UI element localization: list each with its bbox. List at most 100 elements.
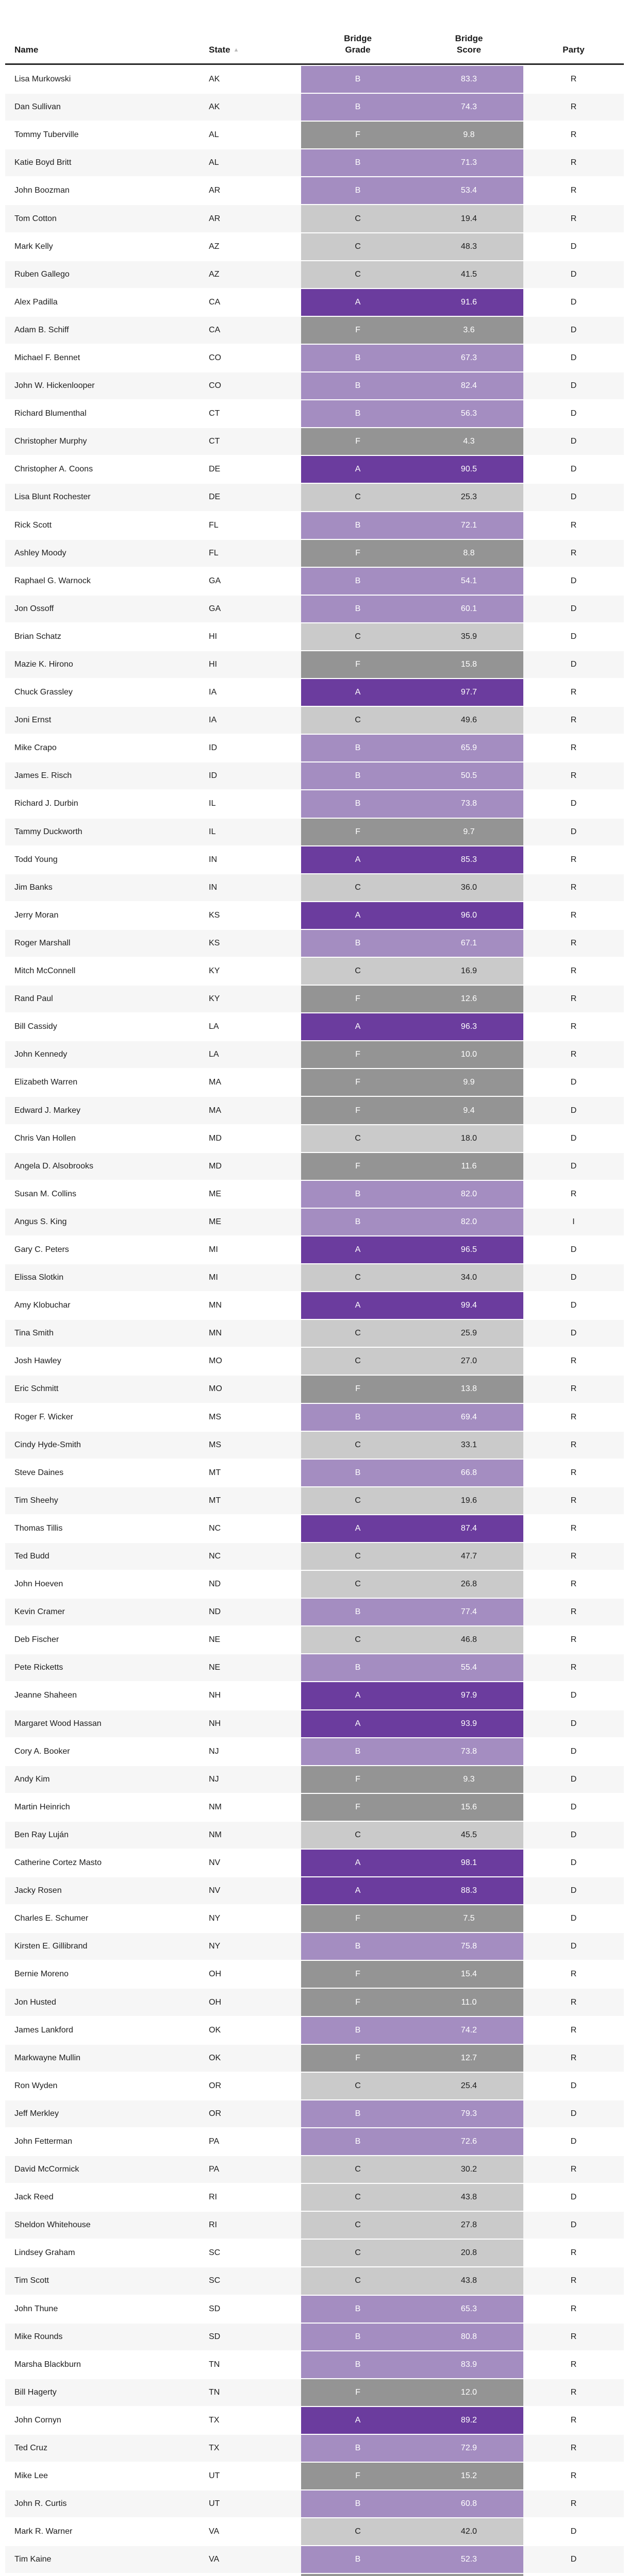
grade-cell: C: [301, 1821, 415, 1849]
state-cell: SD: [209, 2304, 221, 2313]
state-cell: FL: [209, 520, 219, 530]
table-row: Jerry Moran KS A 96.0 R: [5, 901, 624, 929]
state-cell: NH: [209, 1691, 221, 1700]
state-cell: KS: [209, 938, 220, 947]
grade-cell: B: [301, 1459, 415, 1486]
score-cell: 11.0: [415, 1989, 523, 2016]
party-cell: D: [570, 576, 577, 585]
table-row: John Kennedy LA F 10.0 R: [5, 1040, 624, 1069]
state-cell: MA: [209, 1106, 221, 1115]
table-row: Ashley Moody FL F 8.8 R: [5, 538, 624, 567]
name-cell: Tim Kaine: [14, 2555, 52, 2564]
table-row: Christopher Murphy CT F 4.3 D: [5, 427, 624, 455]
grade-cell: C: [301, 1487, 415, 1514]
grade-cell: C: [301, 1431, 415, 1459]
grade-cell: B: [301, 2100, 415, 2127]
name-cell: Andy Kim: [14, 1774, 50, 1784]
grade-cell: A: [301, 679, 415, 706]
grade-cell: A: [301, 1682, 415, 1709]
state-cell: LA: [209, 1022, 219, 1031]
table-row: John R. Curtis UT B 60.8 R: [5, 2489, 624, 2518]
state-cell: UT: [209, 2471, 220, 2481]
table-row: Thomas Tillis NC A 87.4 R: [5, 1514, 624, 1542]
score-cell: 73.8: [415, 1738, 523, 1765]
column-header-state[interactable]: State ▲: [209, 44, 301, 56]
name-cell: Pete Ricketts: [14, 1663, 63, 1672]
column-header-name[interactable]: Name: [5, 44, 209, 56]
grade-cell: B: [301, 735, 415, 762]
party-cell: D: [570, 1747, 577, 1756]
name-cell: Bernie Moreno: [14, 1970, 69, 1979]
grade-cell: B: [301, 2016, 415, 2044]
table-row: Jacky Rosen NV A 88.3 D: [5, 1876, 624, 1905]
name-cell: Cory A. Booker: [14, 1747, 70, 1756]
grade-cell: B: [301, 595, 415, 622]
table-body: Lisa Murkowski AK B 83.3 R Dan Sullivan AK B 74.…: [5, 65, 624, 2576]
table-row: Gary C. Peters MI A 96.5 D: [5, 1235, 624, 1264]
grade-cell: B: [301, 512, 415, 539]
party-cell: D: [570, 465, 577, 474]
state-cell: IA: [209, 716, 217, 725]
column-header-party[interactable]: Party: [523, 44, 624, 56]
score-cell: 98.1: [415, 1850, 523, 1877]
name-cell: Jim Banks: [14, 883, 53, 892]
table-row: Bernard SandersVTF6.2I: [5, 2573, 624, 2576]
state-cell: KY: [209, 994, 220, 1004]
grade-cell: F: [301, 1961, 415, 1988]
score-cell: 89.2: [415, 2406, 523, 2434]
state-cell: MS: [209, 1440, 221, 1449]
table-row: Jon Ossoff GA B 60.1 D: [5, 594, 624, 622]
name-cell: Eric Schmitt: [14, 1384, 59, 1394]
score-cell: 73.8: [415, 790, 523, 818]
score-cell: 4.3: [415, 428, 523, 455]
party-cell: D: [570, 660, 577, 669]
table-row: John Thune SD B 65.3 R: [5, 2294, 624, 2323]
grade-cell: F: [301, 986, 415, 1013]
column-header-label: Score: [456, 44, 482, 55]
name-cell: Jon Husted: [14, 1997, 56, 2007]
party-cell: R: [570, 2471, 577, 2481]
state-cell: NJ: [209, 1774, 219, 1784]
name-cell: John W. Hickenlooper: [14, 381, 95, 391]
grade-cell: B: [301, 567, 415, 595]
name-cell: Richard J. Durbin: [14, 799, 78, 808]
grade-cell: A: [301, 1236, 415, 1264]
party-cell: R: [570, 548, 577, 557]
grade-cell: A: [301, 289, 415, 316]
party-cell: R: [570, 103, 577, 112]
column-header-bridge-score[interactable]: Bridge Score: [415, 33, 523, 56]
table-row: John W. Hickenlooper CO B 82.4 D: [5, 371, 624, 400]
grade-cell: A: [301, 1292, 415, 1319]
state-cell: IN: [209, 855, 217, 864]
name-cell: Steve Daines: [14, 1468, 64, 1477]
name-cell: Angela D. Alsobrooks: [14, 1161, 93, 1171]
name-cell: Cindy Hyde-Smith: [14, 1440, 81, 1449]
name-cell: James Lankford: [14, 2025, 73, 2035]
name-cell: Katie Boyd Britt: [14, 158, 72, 167]
column-header-line: Bridge: [455, 33, 483, 43]
score-cell: 82.0: [415, 1180, 523, 1208]
table-row: Mazie K. Hirono HI F 15.8 D: [5, 650, 624, 679]
grade-cell: F: [301, 1153, 415, 1180]
table-row: Richard J. Durbin IL B 73.8 D: [5, 789, 624, 818]
name-cell: Lindsey Graham: [14, 2248, 75, 2258]
party-cell: D: [570, 1858, 577, 1868]
grade-cell: C: [301, 2240, 415, 2267]
table-row: Deb Fischer NE C 46.8 R: [5, 1625, 624, 1654]
state-cell: DE: [209, 465, 221, 474]
state-cell: TN: [209, 2387, 220, 2397]
grade-cell: B: [301, 177, 415, 205]
score-cell: 74.2: [415, 2016, 523, 2044]
state-cell: MI: [209, 1245, 218, 1254]
state-cell: ME: [209, 1189, 221, 1198]
name-cell: Rand Paul: [14, 994, 53, 1004]
grade-cell: C: [301, 1320, 415, 1347]
grade-cell: B: [301, 2490, 415, 2518]
state-cell: AR: [209, 214, 221, 223]
party-cell: R: [570, 1189, 577, 1198]
grade-cell: A: [301, 1850, 415, 1877]
party-cell: R: [570, 1552, 577, 1561]
state-cell: GA: [209, 576, 221, 585]
party-cell: D: [570, 2527, 577, 2536]
column-header-bridge-grade[interactable]: Bridge Grade: [301, 33, 415, 56]
